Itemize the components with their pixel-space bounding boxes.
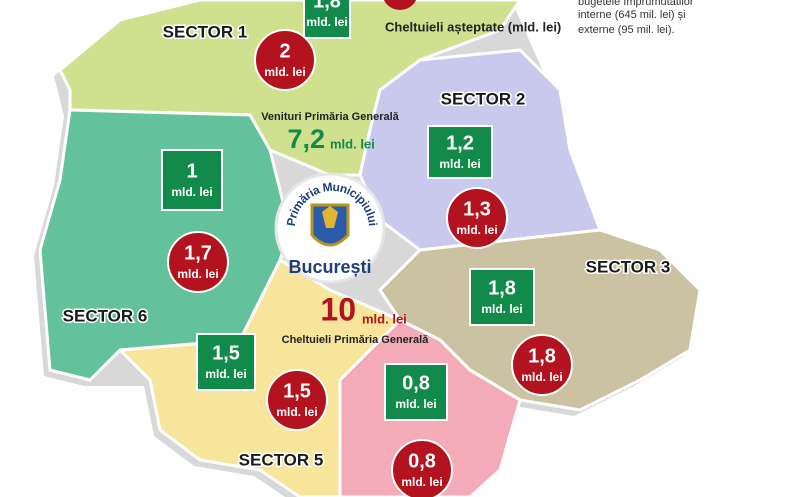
expense-value: 2: [279, 40, 290, 62]
expense-unit: mld. lei: [521, 370, 562, 384]
expense-circle: [391, 439, 453, 497]
expense-unit: mld. lei: [456, 223, 497, 237]
expense-value: 1,3: [463, 198, 491, 220]
sector-label: SECTOR 2: [441, 89, 526, 108]
revenue-unit: mld. lei: [306, 15, 347, 29]
revenue-total-value: 7,2: [287, 124, 325, 154]
expense-unit: mld. lei: [177, 267, 218, 281]
revenue-box: [469, 268, 535, 326]
expense-value: 1,7: [184, 242, 212, 264]
expense-unit: mld. lei: [264, 65, 305, 79]
sector-6-area: [38, 108, 292, 382]
expense-circle: [254, 29, 316, 91]
expense-unit: mld. lei: [401, 475, 442, 489]
expense-total-value: 10: [320, 291, 356, 327]
note-line: bugetele împrumutatilor: [578, 0, 694, 8]
legend-circle: [383, 0, 417, 10]
sector-label: SECTOR 5: [239, 450, 324, 469]
expense-circle: [266, 369, 328, 431]
revenue-unit: mld. lei: [395, 397, 436, 411]
revenue-box: [303, 0, 351, 39]
logo-bottom: București: [288, 257, 371, 277]
expense-value: 0,8: [408, 450, 436, 472]
revenue-total-label: Venituri Primăria Generală: [261, 111, 399, 123]
sector-label: SECTOR 6: [63, 306, 148, 325]
revenue-unit: mld. lei: [439, 157, 480, 171]
expense-total-label: Cheltuieli Primăria Generală: [282, 334, 430, 346]
expense-circle: [167, 231, 229, 293]
revenue-value: 1,8: [488, 277, 516, 299]
revenue-box: [427, 125, 493, 179]
expense-value: 1,5: [283, 380, 311, 402]
expense-unit: mld. lei: [276, 405, 317, 419]
revenue-total-unit: mld. lei: [330, 136, 375, 151]
legend-text: Cheltuieli așteptate (mld. lei): [385, 19, 561, 34]
revenue-box: [161, 149, 223, 211]
revenue-box: [384, 363, 448, 421]
center: Primăria Municipiului București: [274, 172, 386, 284]
revenue-value: 1,8: [313, 0, 341, 12]
expense-total-unit: mld. lei: [362, 311, 407, 326]
sector-label: SECTOR 1: [163, 22, 248, 41]
eagle: [322, 206, 338, 228]
sector-label: SECTOR 3: [586, 257, 671, 276]
revenue-unit: mld. lei: [481, 302, 522, 316]
revenue-unit: mld. lei: [171, 185, 212, 199]
revenue-unit: mld. lei: [205, 367, 246, 381]
expense-value: 1,8: [528, 345, 556, 367]
expense-circle: [511, 334, 573, 396]
revenue-value: 0,8: [402, 372, 430, 394]
note-line: interne (645 mil. lei) și: [578, 9, 686, 21]
note-line: externe (95 mil. lei).: [578, 24, 675, 36]
expense-circle: [446, 187, 508, 249]
revenue-value: 1,5: [212, 342, 240, 364]
revenue-box: [196, 333, 256, 391]
revenue-value: 1,2: [446, 132, 474, 154]
revenue-value: 1: [186, 160, 197, 182]
